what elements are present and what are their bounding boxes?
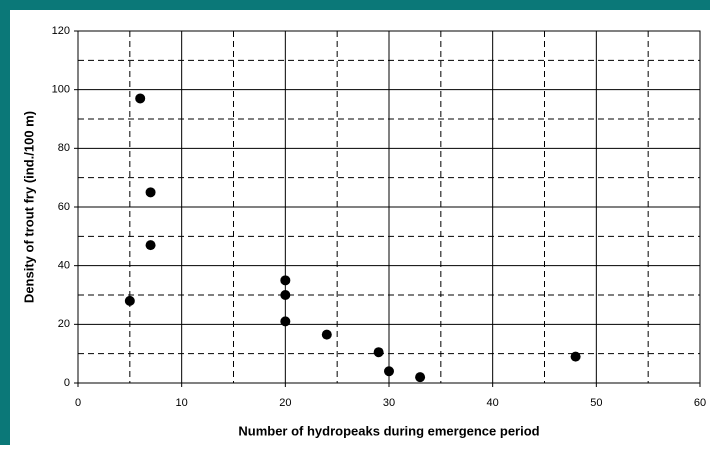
x-tick-label: 50 bbox=[590, 397, 602, 409]
plot-border bbox=[77, 30, 701, 384]
y-axis-title: Density of trout fry (ind./100 m) bbox=[21, 111, 36, 303]
y-tick-label: 0 bbox=[64, 377, 70, 389]
x-tick-label: 10 bbox=[176, 397, 188, 409]
point bbox=[124, 295, 135, 306]
y-tick-label: 100 bbox=[52, 84, 70, 96]
point bbox=[145, 240, 156, 251]
x-tick-label: 40 bbox=[487, 397, 499, 409]
panel bbox=[10, 10, 710, 445]
point bbox=[145, 187, 156, 198]
x-tick-label: 60 bbox=[694, 397, 706, 409]
y-tick-label: 120 bbox=[52, 25, 70, 37]
x-tick-label: 30 bbox=[383, 397, 395, 409]
y-tick-label: 60 bbox=[58, 201, 70, 213]
x-tick-label: 20 bbox=[279, 397, 291, 409]
point bbox=[321, 329, 332, 340]
y-tick-label: 20 bbox=[58, 318, 70, 330]
point bbox=[135, 93, 146, 104]
point bbox=[280, 316, 291, 327]
y-tick-label: 40 bbox=[58, 260, 70, 272]
point bbox=[373, 347, 384, 358]
point bbox=[280, 290, 291, 300]
point bbox=[384, 366, 394, 377]
point bbox=[280, 275, 291, 286]
point bbox=[415, 372, 426, 383]
x-axis-title: Number of hydropeaks during emergence pe… bbox=[238, 423, 539, 438]
x-tick-label: 0 bbox=[75, 397, 81, 409]
point bbox=[570, 351, 581, 362]
y-tick-label: 80 bbox=[58, 142, 70, 154]
